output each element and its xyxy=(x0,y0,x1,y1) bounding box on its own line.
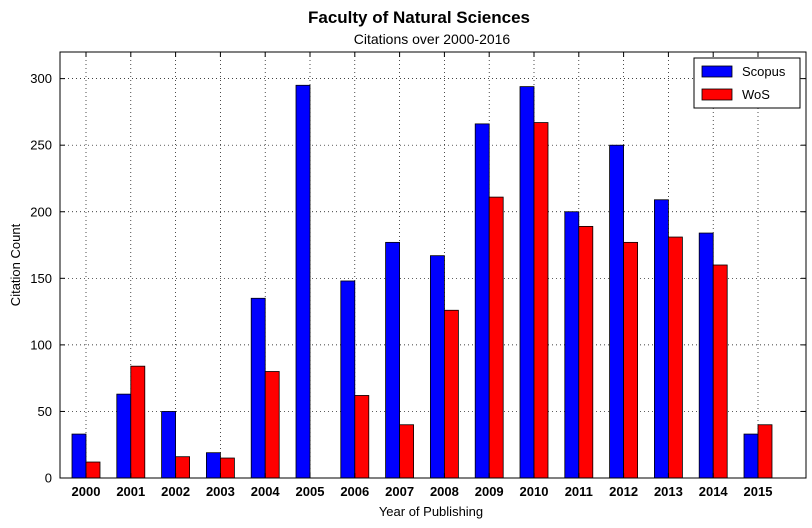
bar-scopus-2012 xyxy=(609,144,624,479)
bar-wos-2006 xyxy=(354,395,370,479)
bar-scopus-2007 xyxy=(385,241,401,479)
bar-scopus-2003 xyxy=(205,452,221,479)
bar-wos-2011 xyxy=(578,225,594,479)
bar-wos-2015 xyxy=(757,424,773,479)
bar-scopus-2015 xyxy=(743,433,759,479)
bar-wos-2004 xyxy=(264,371,280,479)
bar-scopus-2005 xyxy=(295,84,311,479)
bar-scopus-2013 xyxy=(654,199,669,479)
bar-scopus-2008 xyxy=(429,255,445,479)
bar-wos-2001 xyxy=(130,365,146,479)
bar-wos-2002 xyxy=(175,456,191,479)
x-tick-label: 2007 xyxy=(385,484,414,499)
bar-scopus-2006 xyxy=(340,280,356,479)
bar-scopus-2010 xyxy=(519,86,535,479)
x-tick-label: 2014 xyxy=(699,484,729,499)
x-tick-label: 2012 xyxy=(609,484,638,499)
x-tick-label: 2006 xyxy=(340,484,369,499)
x-tick-label: 2005 xyxy=(296,484,325,499)
bar-wos-2012 xyxy=(623,241,638,479)
x-tick-label: 2015 xyxy=(744,484,773,499)
legend-swatch-wos xyxy=(701,88,733,101)
y-axis-label: Citation Count xyxy=(8,223,23,306)
y-tick-label: 250 xyxy=(30,138,52,153)
bar-wos-2007 xyxy=(399,424,415,479)
y-tick-label: 0 xyxy=(45,471,52,486)
legend-label-wos: WoS xyxy=(742,87,770,102)
y-tick-label: 50 xyxy=(38,404,52,419)
bars xyxy=(71,84,773,479)
bar-wos-2010 xyxy=(533,122,549,479)
y-tick-label: 300 xyxy=(30,71,52,86)
bar-wos-2003 xyxy=(219,457,235,479)
bar-scopus-2014 xyxy=(698,232,714,479)
x-tick-label: 2003 xyxy=(206,484,235,499)
axis-ticks: 0 50 100 150 200 250 300 2000 2001 2002 2003 2004 20… xyxy=(30,52,806,499)
x-tick-label: 2009 xyxy=(475,484,504,499)
x-tick-label: 2000 xyxy=(72,484,101,499)
bar-wos-2014 xyxy=(712,264,728,479)
bar-scopus-2004 xyxy=(250,297,266,479)
bar-scopus-2009 xyxy=(474,123,490,479)
bar-scopus-2011 xyxy=(564,211,580,479)
x-tick-label: 2011 xyxy=(565,484,593,499)
x-axis-label: Year of Publishing xyxy=(379,504,483,519)
bar-scopus-2002 xyxy=(161,411,177,479)
bar-wos-2000 xyxy=(85,461,101,479)
bar-wos-2013 xyxy=(668,236,683,479)
x-tick-label: 2004 xyxy=(251,484,281,499)
x-tick-label: 2002 xyxy=(161,484,190,499)
y-tick-label: 150 xyxy=(30,271,52,286)
legend-label-scopus: Scopus xyxy=(742,64,786,79)
bar-wos-2008 xyxy=(443,309,459,479)
x-tick-label: 2008 xyxy=(430,484,459,499)
y-tick-label: 200 xyxy=(30,204,52,219)
x-tick-label: 2013 xyxy=(654,484,683,499)
chart-subtitle: Citations over 2000-2016 xyxy=(354,31,511,47)
chart-title: Faculty of Natural Sciences xyxy=(308,8,530,27)
bar-scopus-2000 xyxy=(71,433,87,479)
x-tick-label: 2001 xyxy=(116,484,145,499)
bar-scopus-2001 xyxy=(116,393,132,479)
bar-wos-2009 xyxy=(488,196,504,479)
legend: Scopus WoS xyxy=(693,57,801,109)
y-tick-label: 100 xyxy=(30,337,52,352)
plot-frame xyxy=(59,51,807,479)
legend-swatch-scopus xyxy=(701,65,733,78)
x-tick-label: 2010 xyxy=(520,484,549,499)
